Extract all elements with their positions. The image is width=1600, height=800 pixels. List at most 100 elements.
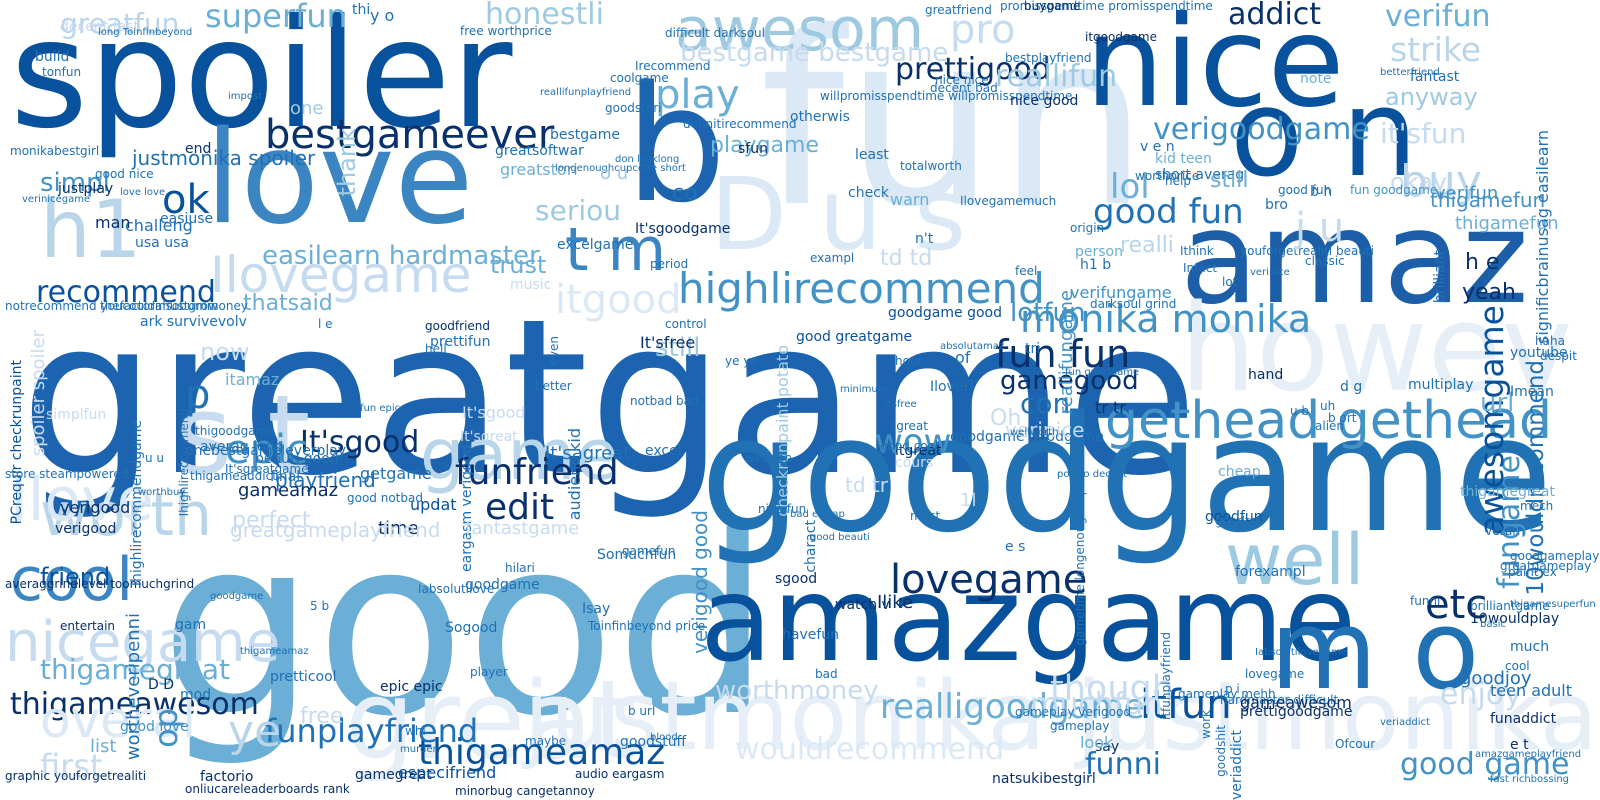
word-wortheveripenni: wortheveripenni	[123, 613, 144, 761]
word-tri: tri	[1025, 341, 1041, 357]
word-verigood: verigood	[55, 521, 117, 537]
word-ihighlirecommendgame: Ihighlirecommendgame	[129, 420, 145, 587]
word-onliucareleaderboards-rank: onliucareleaderboards rank	[185, 782, 350, 796]
word-even: even	[547, 336, 561, 366]
word-thefactorimustgrow: thefactorimustgrow	[100, 299, 218, 313]
word-lol: lol	[1110, 167, 1150, 207]
word-recommend: recommend	[36, 275, 216, 310]
word-buy: buy	[1400, 156, 1482, 207]
word-itfunplayfriend: itfunplayfriend	[1159, 632, 1173, 720]
word-worth: worth	[40, 480, 213, 550]
word-awesomgame: awesomgame	[1472, 305, 1511, 536]
word-decent-bad: decent bad	[930, 81, 998, 95]
word-end: end	[185, 141, 212, 157]
word-worthprice: worthprice	[1135, 169, 1200, 183]
word-thigamegreat: thigamegreat	[40, 653, 230, 686]
word-gameplay: gameplay	[1050, 719, 1110, 733]
word-gethead-gethead: gethead gethead	[1105, 391, 1552, 451]
word-entertain: entertain	[60, 619, 116, 633]
word-gameawesom: gameawesom	[1240, 693, 1352, 712]
word-basic: basic	[1480, 619, 1506, 630]
word-itgreat: itgreat	[895, 443, 942, 459]
word-getgame: getgame	[360, 464, 432, 483]
word-tr-tr: tr tr	[1095, 398, 1126, 417]
word-note: note	[1300, 71, 1332, 87]
word-pro: pro	[950, 7, 1016, 53]
word-fun-epic: fun epic	[360, 403, 401, 414]
word-free: free	[300, 704, 344, 729]
word-oh: Oh	[990, 406, 1022, 431]
word-thigameamaz: thigameamaz	[418, 732, 666, 773]
word-long-toinfinbeyond: long Toinfinbeyond	[98, 27, 193, 38]
word-justmonika-spoiler: justmonika spoiler	[132, 146, 316, 170]
word-simpl: simpl	[40, 168, 110, 198]
word-multiplay: multiplay	[1408, 377, 1474, 393]
word-thatsaid: thatsaid	[243, 291, 333, 316]
word-d-u-s: D u s	[710, 156, 967, 273]
word-nice-good: nice good	[1010, 93, 1079, 109]
word-realli: realli	[1120, 233, 1174, 258]
word-td-tr: td tr	[845, 473, 888, 497]
word-easilearn-hardmaster: easilearn hardmaster	[262, 241, 540, 271]
word-1l: 1l	[960, 490, 977, 511]
word-ofcour: Ofcour	[1335, 737, 1376, 751]
word-updat: updat	[410, 495, 457, 514]
word-fantastgame: fantastgame	[465, 518, 580, 539]
word-thigoodgame: thigoodgame	[195, 424, 275, 438]
word-love-love: love love	[120, 187, 166, 198]
word-goodstuff: goodstuff	[620, 734, 687, 750]
word-fun-goodgame: fun goodgame	[1350, 183, 1438, 197]
word-final: final	[270, 469, 301, 485]
word-player: player	[470, 665, 508, 679]
word-ilovegame: Ilovegame	[210, 246, 472, 304]
word-gametime-longenoughcupcoffe: gametime longenoughcupcoffe	[1073, 458, 1087, 646]
word-it-sfree: It'sfree	[640, 333, 696, 352]
word-e-s: e s	[1005, 539, 1026, 555]
word-u-u: u u	[145, 451, 165, 465]
word-amazgame: amazgame	[700, 550, 1357, 688]
word-it-sgood: It'sgood	[300, 425, 420, 460]
word-well: well	[1225, 519, 1365, 601]
word-gameamaz: gameamaz	[238, 480, 339, 501]
word-play: play	[655, 72, 740, 118]
word-tonfun: tonfun	[42, 65, 82, 79]
word-cheap: cheap	[1218, 464, 1261, 480]
word-pcrequir-checkrunpaint: PCrequir checkrunpaint	[9, 360, 25, 525]
word-hour: hour	[895, 354, 923, 368]
word-h1: h1	[40, 183, 142, 276]
word-much: much	[1510, 639, 1550, 655]
word-averaggrindlevel-toomuchgrind: averaggrindlevel toomuchgrind	[5, 577, 195, 591]
word-d-d: D D	[148, 677, 175, 693]
word-s-t: s t	[175, 371, 311, 499]
word-t-m: t m	[565, 215, 667, 285]
word-must: must	[910, 509, 941, 523]
word-b-ort: b ort	[1328, 411, 1357, 425]
word-greatsoftwar: greatsoftwar	[495, 143, 584, 159]
word-especifriend: especifriend	[398, 763, 497, 782]
word-thigameamaz: thigameamaz	[240, 646, 309, 657]
word-10wouldplay: 10wouldplay	[1470, 611, 1560, 627]
word-bad: bad	[815, 667, 838, 681]
word-least: least	[855, 147, 889, 163]
word-uh: uh	[1320, 399, 1336, 413]
word-bad-earrap: bad earrap	[790, 509, 845, 520]
word-gameplay-mehh: gameplay mehh	[1178, 687, 1276, 701]
word-store-steampowered: store steampowered	[5, 467, 129, 481]
word-howev: howev	[1180, 280, 1573, 419]
word-watch-v: watch v	[835, 597, 890, 613]
word-exampl: exampl	[810, 251, 855, 265]
word-don-looklong: don looklong	[615, 154, 680, 165]
word-havefun: havefun	[782, 627, 840, 643]
word-whi: whi	[405, 724, 426, 738]
word-bestgame-bestgame: bestgame bestgame	[680, 38, 949, 68]
word-reallifun: reallifun	[995, 59, 1118, 94]
word-definitirecommend: definitirecommend	[683, 117, 797, 131]
word-thigamefun: thigamefun	[1455, 213, 1559, 234]
word-realligoodgame: realligoodgame	[880, 687, 1145, 727]
word-u-b: u b	[1290, 404, 1310, 418]
word-gamegood: gamegood	[1000, 366, 1139, 396]
word-goodjoy: goodjoy	[1460, 668, 1532, 689]
word-reallifungame: reallifungame	[1056, 290, 1077, 415]
word-epic-epic: epic epic	[380, 679, 443, 695]
word-potato-decent: potato decent	[1057, 469, 1128, 480]
